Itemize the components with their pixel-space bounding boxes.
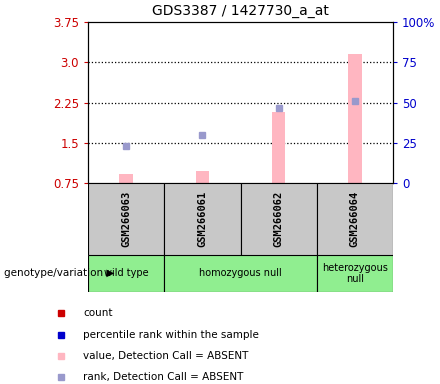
Text: GSM266061: GSM266061 [198,191,207,247]
Bar [317,183,393,255]
Text: count: count [84,308,113,318]
Bar [272,112,286,183]
Text: value, Detection Call = ABSENT: value, Detection Call = ABSENT [84,351,249,361]
Text: genotype/variation ▶: genotype/variation ▶ [4,268,115,278]
Bar [88,183,164,255]
Bar [317,255,393,292]
Text: homozygous null: homozygous null [199,268,282,278]
Text: GSM266062: GSM266062 [274,191,284,247]
Text: GSM266064: GSM266064 [350,191,360,247]
Bar [164,183,241,255]
Bar [195,171,209,183]
Bar [241,183,317,255]
Text: rank, Detection Call = ABSENT: rank, Detection Call = ABSENT [84,372,244,382]
Bar [164,255,317,292]
Title: GDS3387 / 1427730_a_at: GDS3387 / 1427730_a_at [152,4,329,18]
Text: GSM266063: GSM266063 [121,191,131,247]
Bar [348,54,362,183]
Text: heterozygous
null: heterozygous null [322,263,388,284]
Bar [119,174,133,183]
Bar [88,255,164,292]
Text: percentile rank within the sample: percentile rank within the sample [84,330,259,340]
Text: wild type: wild type [104,268,148,278]
